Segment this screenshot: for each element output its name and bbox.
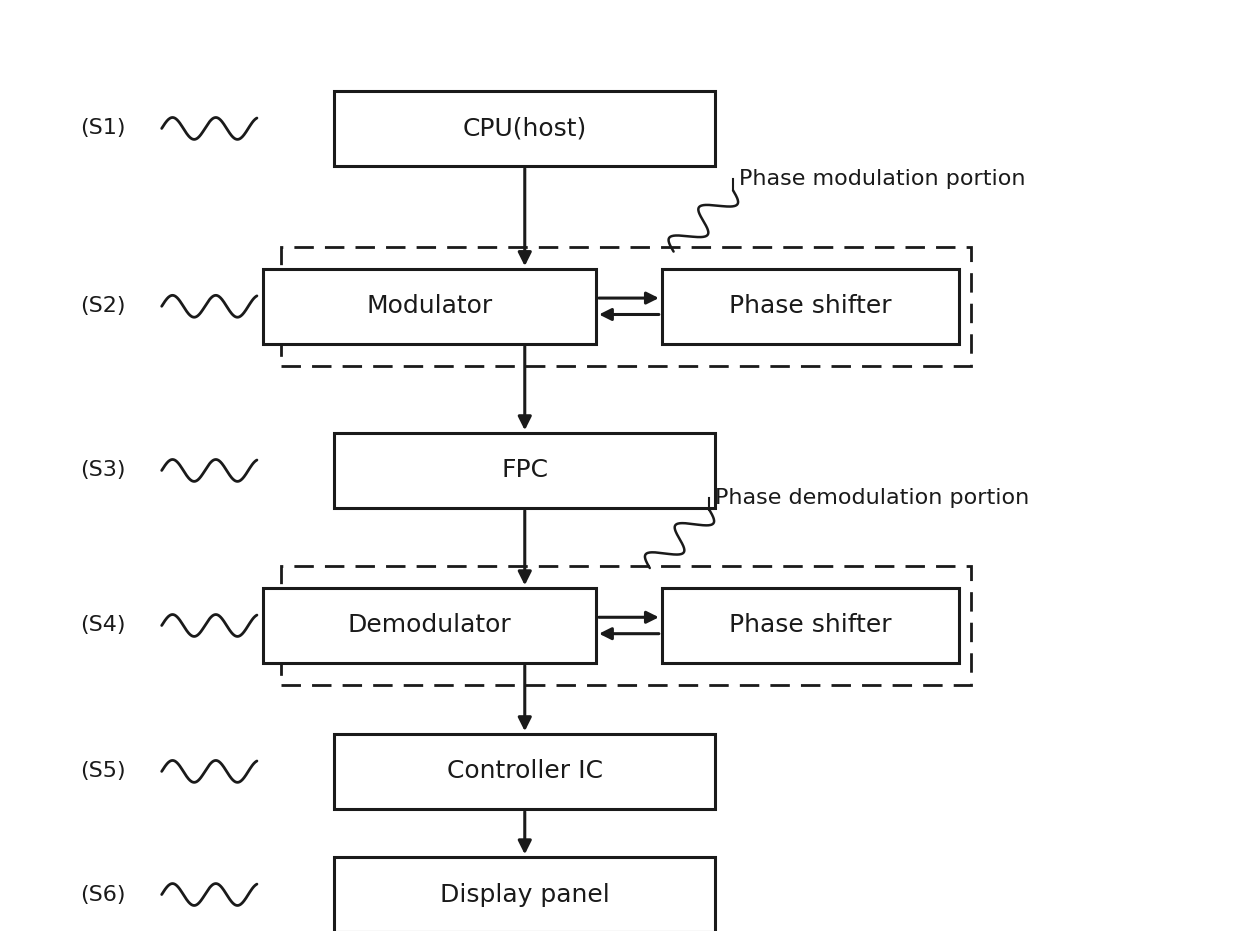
Text: Controller IC: Controller IC	[446, 759, 603, 784]
Text: (S1): (S1)	[81, 119, 126, 139]
Text: (S2): (S2)	[81, 296, 126, 316]
Text: (S5): (S5)	[81, 761, 126, 782]
Text: Demodulator: Demodulator	[347, 614, 511, 637]
Bar	[335, 857, 715, 932]
Bar	[280, 247, 971, 366]
Text: Phase demodulation portion: Phase demodulation portion	[715, 487, 1029, 508]
Text: Modulator: Modulator	[366, 294, 492, 318]
Bar	[662, 588, 960, 663]
Text: Phase modulation portion: Phase modulation portion	[739, 168, 1025, 189]
Bar	[263, 269, 596, 344]
Text: (S3): (S3)	[81, 461, 126, 481]
Bar	[335, 433, 715, 508]
Text: Phase shifter: Phase shifter	[729, 294, 892, 318]
Bar	[263, 588, 596, 663]
Bar	[335, 91, 715, 166]
Bar	[662, 269, 960, 344]
Text: Phase shifter: Phase shifter	[729, 614, 892, 637]
Text: (S4): (S4)	[81, 616, 126, 636]
Text: Display panel: Display panel	[440, 883, 610, 906]
Text: CPU(host): CPU(host)	[463, 117, 587, 141]
Text: FPC: FPC	[501, 459, 548, 483]
Bar	[335, 734, 715, 808]
Bar	[280, 566, 971, 685]
Text: (S6): (S6)	[81, 884, 126, 904]
